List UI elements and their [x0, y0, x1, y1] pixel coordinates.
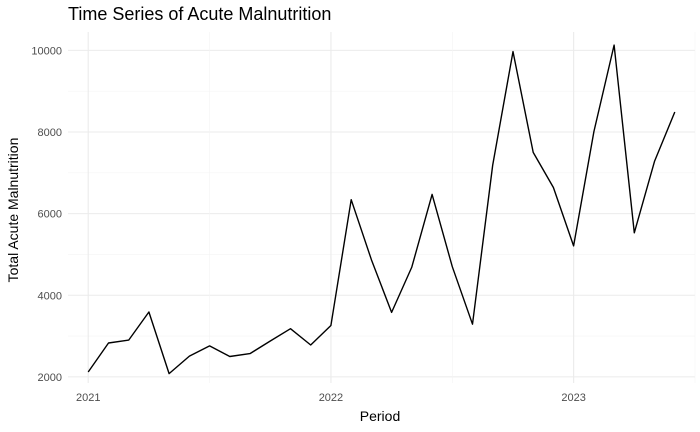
y-tick-label: 6000: [38, 209, 62, 221]
x-tick-label: 2021: [76, 392, 100, 404]
y-tick-label: 4000: [38, 290, 62, 302]
x-tick-label: 2023: [561, 392, 585, 404]
x-tick-label: 2022: [319, 392, 343, 404]
y-tick-label: 8000: [38, 127, 62, 139]
y-tick-label: 10000: [31, 45, 62, 57]
x-axis-title: Period: [360, 408, 400, 424]
gridlines: [68, 32, 696, 383]
y-tick-label: 2000: [38, 372, 62, 384]
x-axis-ticks: 2021 2022 2023: [76, 392, 586, 404]
y-axis-ticks: 2000 4000 6000 8000 10000: [31, 45, 62, 384]
series-line: [87, 44, 676, 375]
y-axis-title: Total Acute Malnutrition: [5, 138, 21, 283]
chart-title: Time Series of Acute Malnutrition: [68, 4, 331, 24]
plot-panel: [68, 32, 696, 383]
